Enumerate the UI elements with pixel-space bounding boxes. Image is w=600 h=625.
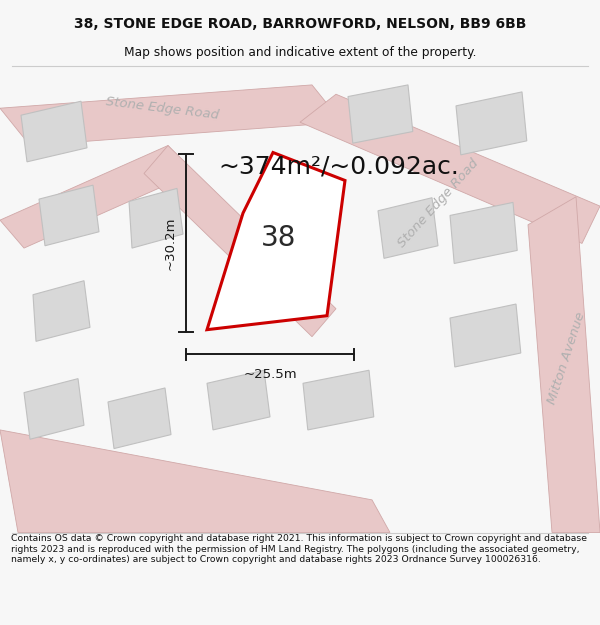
Polygon shape	[207, 152, 345, 329]
Text: ~30.2m: ~30.2m	[164, 217, 177, 270]
Polygon shape	[0, 146, 192, 248]
Text: Contains OS data © Crown copyright and database right 2021. This information is : Contains OS data © Crown copyright and d…	[11, 534, 587, 564]
Text: Mitton Avenue: Mitton Avenue	[546, 310, 588, 406]
Text: ~25.5m: ~25.5m	[243, 368, 297, 381]
Polygon shape	[39, 185, 99, 246]
Polygon shape	[300, 94, 600, 243]
Polygon shape	[378, 198, 438, 258]
Text: 38, STONE EDGE ROAD, BARROWFORD, NELSON, BB9 6BB: 38, STONE EDGE ROAD, BARROWFORD, NELSON,…	[74, 16, 526, 31]
Polygon shape	[144, 146, 336, 337]
Polygon shape	[21, 101, 87, 162]
Text: ~374m²/~0.092ac.: ~374m²/~0.092ac.	[218, 154, 460, 179]
Polygon shape	[450, 202, 517, 264]
Text: 38: 38	[262, 224, 296, 253]
Polygon shape	[456, 92, 527, 155]
Polygon shape	[450, 304, 521, 367]
Polygon shape	[207, 370, 270, 430]
Text: Stone Edge Road: Stone Edge Road	[104, 95, 220, 122]
Polygon shape	[33, 281, 90, 341]
Polygon shape	[0, 85, 342, 146]
Polygon shape	[348, 85, 413, 143]
Polygon shape	[528, 197, 600, 532]
Text: Map shows position and indicative extent of the property.: Map shows position and indicative extent…	[124, 46, 476, 59]
Polygon shape	[303, 370, 374, 430]
Polygon shape	[24, 379, 84, 439]
Polygon shape	[0, 430, 390, 532]
Text: Stone Edge Road: Stone Edge Road	[395, 157, 481, 251]
Polygon shape	[108, 388, 171, 449]
Polygon shape	[129, 188, 183, 248]
